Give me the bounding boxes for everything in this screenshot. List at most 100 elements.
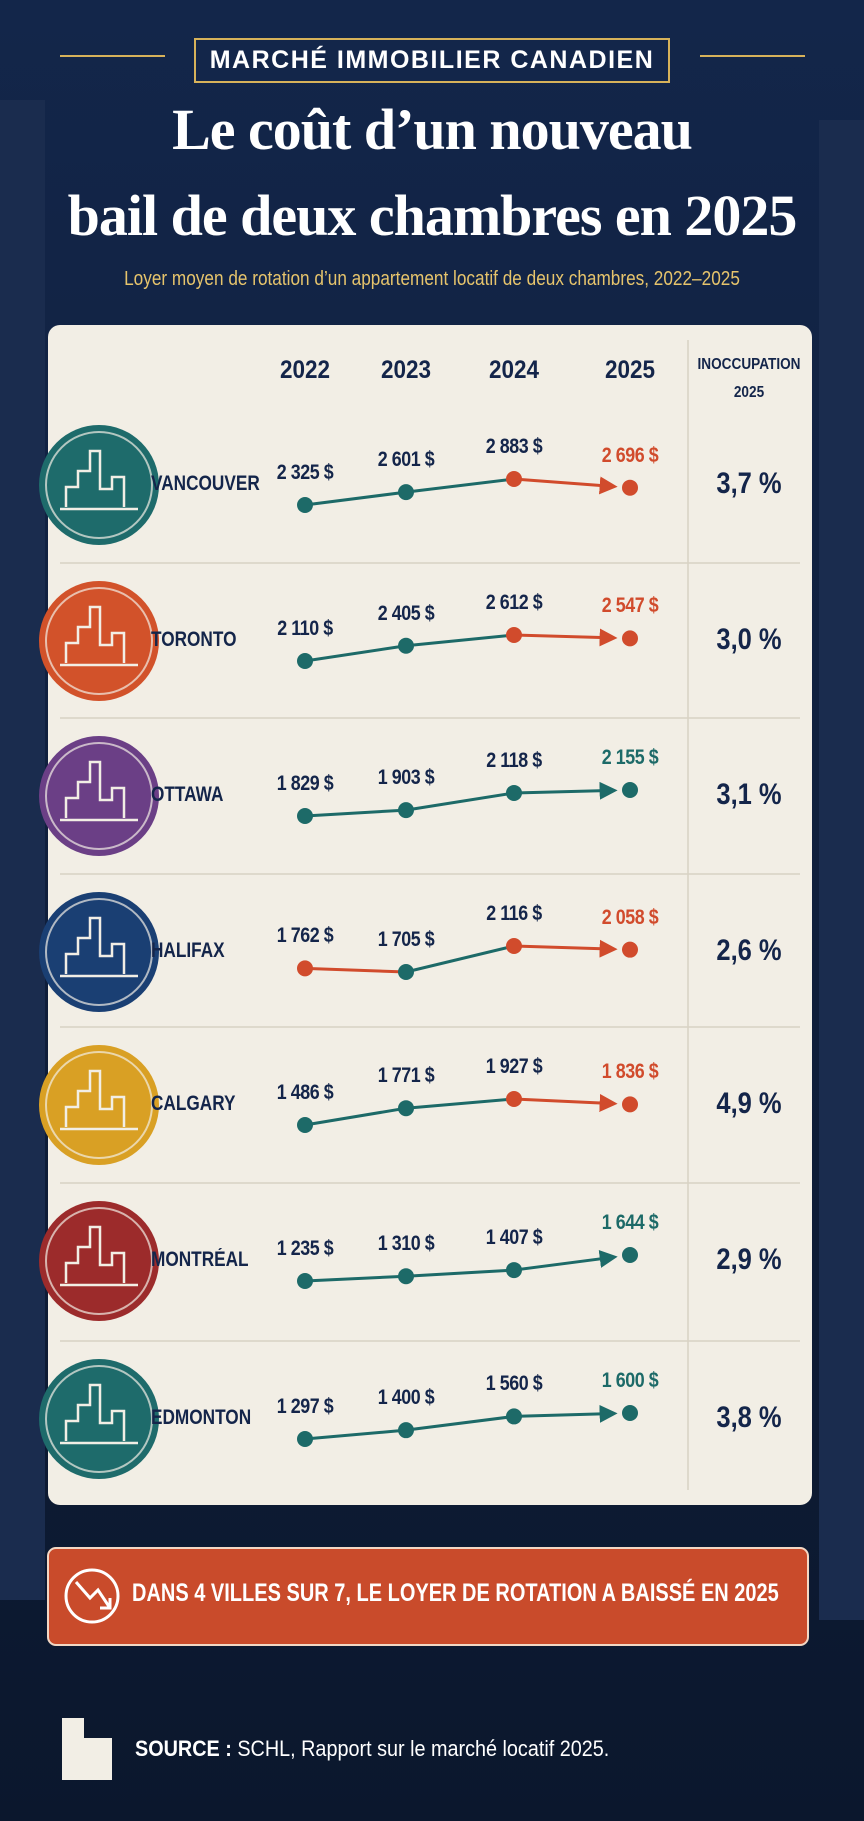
rent-label: 2 405 $ <box>377 601 435 625</box>
vacancy-rate: 3,7 % <box>716 467 782 500</box>
source-label: SOURCE : <box>135 1736 232 1761</box>
building <box>0 100 45 1600</box>
rent-dot <box>297 1431 313 1447</box>
vacancy-header: 2025 <box>733 384 765 401</box>
icon-skyline <box>64 1383 126 1441</box>
icon-ring <box>45 742 153 850</box>
rent-dot <box>506 1091 522 1107</box>
rent-dot <box>622 630 638 647</box>
city-name: HALIFAX <box>151 939 225 962</box>
city-icon <box>39 1045 159 1165</box>
rent-label: 1 705 $ <box>377 928 435 951</box>
city-name: MONTRÉAL <box>151 1248 249 1271</box>
trend-segment <box>513 1404 618 1423</box>
rent-label: 1 407 $ <box>485 1226 543 1250</box>
rent-dot <box>506 1408 522 1425</box>
callout-text: DANS 4 VILLES SUR 7, LE LOYER DE ROTATIO… <box>132 1579 779 1607</box>
vacancy-rate: 3,0 % <box>716 623 782 656</box>
trend-segment <box>304 644 407 663</box>
icon-ring <box>45 1051 153 1159</box>
rent-dot <box>506 471 522 487</box>
icon-ring <box>45 898 153 1006</box>
source: SOURCE : SCHL, Rapport sur le marché loc… <box>135 1736 609 1762</box>
icon-ring <box>45 587 153 695</box>
year-header: 2022 <box>279 356 331 384</box>
icon-ring <box>45 1207 153 1315</box>
rent-label: 1 310 $ <box>377 1232 435 1256</box>
rent-dot <box>506 627 522 643</box>
rent-dot <box>622 1247 638 1263</box>
icon-skyline <box>64 760 126 818</box>
city-icon <box>39 736 159 856</box>
rent-label: 1 829 $ <box>276 772 334 795</box>
subtitle: Loyer moyen de rotation d’un appartement… <box>124 268 740 290</box>
vacancy-rate: 3,1 % <box>716 778 782 811</box>
rent-label: 1 903 $ <box>377 766 435 790</box>
city-name: OTTAWA <box>151 783 224 806</box>
icon-ring <box>64 1568 120 1624</box>
building <box>819 120 864 1620</box>
vacancy-rate: 2,9 % <box>716 1243 782 1276</box>
trend-segment <box>405 477 515 494</box>
city-icon <box>39 1201 159 1321</box>
callout-icon <box>64 1568 120 1624</box>
rent-label: 1 644 $ <box>601 1211 659 1234</box>
icon-skyline <box>64 1225 126 1283</box>
rent-label: 2 058 $ <box>601 905 659 929</box>
city-icon <box>39 892 159 1012</box>
trend-segment <box>513 628 618 647</box>
rent-label: 2 612 $ <box>485 591 543 614</box>
kicker: MARCHÉ IMMOBILIER CANADIEN <box>193 38 671 83</box>
trend-segment <box>513 1249 618 1272</box>
title-line: Le coût d’un nouveau <box>172 97 693 162</box>
rent-label: 2 601 $ <box>377 448 435 472</box>
trend-segment <box>405 633 515 648</box>
city-name: TORONTO <box>151 628 237 651</box>
trend-segment <box>513 939 618 958</box>
rent-label: 1 762 $ <box>276 924 334 948</box>
rent-dot <box>398 964 414 980</box>
rent-dot <box>398 1100 414 1117</box>
source-icon <box>62 1718 112 1780</box>
rent-dot <box>506 1262 522 1279</box>
icon-trend <box>74 1581 112 1609</box>
icon-arrow <box>100 1598 112 1610</box>
source-text: SCHL, Rapport sur le marché locatif 2025… <box>237 1736 610 1761</box>
title-line: bail de deux chambres en 2025 <box>67 183 798 248</box>
rent-dot <box>297 960 313 977</box>
trend-segment <box>513 476 618 495</box>
table-card <box>48 325 812 1505</box>
icon-skyline <box>64 449 126 507</box>
trend-segment <box>304 808 407 818</box>
rent-dot <box>297 497 313 513</box>
rent-dot <box>622 782 638 798</box>
year-header: 2023 <box>380 356 432 384</box>
rent-dot <box>297 653 313 669</box>
rent-dot <box>297 1117 313 1133</box>
vacancy-rate: 3,8 % <box>716 1401 782 1434</box>
rent-label: 1 486 $ <box>276 1081 334 1104</box>
trend-segment <box>304 1428 407 1441</box>
trend-segment <box>405 1268 515 1278</box>
icon-tower <box>84 1738 112 1780</box>
trend-segment <box>405 791 515 812</box>
rent-dot <box>398 802 414 819</box>
rent-dot <box>297 1273 313 1289</box>
rent-dot <box>506 784 522 801</box>
icon-skyline <box>64 1069 126 1127</box>
city-name: CALGARY <box>151 1092 236 1115</box>
rent-dot <box>506 938 522 954</box>
rent-dot <box>622 1096 638 1113</box>
icon-ring <box>45 1365 153 1473</box>
icon-skyline <box>64 916 126 974</box>
rent-label: 1 600 $ <box>601 1369 659 1392</box>
trend-segment <box>304 966 407 974</box>
rent-label: 2 110 $ <box>277 617 333 640</box>
rent-label: 2 883 $ <box>485 435 543 458</box>
vacancy-rate: 2,6 % <box>716 934 782 967</box>
city-name: EDMONTON <box>151 1406 252 1429</box>
vacancy-rate: 4,9 % <box>716 1087 782 1120</box>
rent-label: 2 696 $ <box>601 443 659 467</box>
